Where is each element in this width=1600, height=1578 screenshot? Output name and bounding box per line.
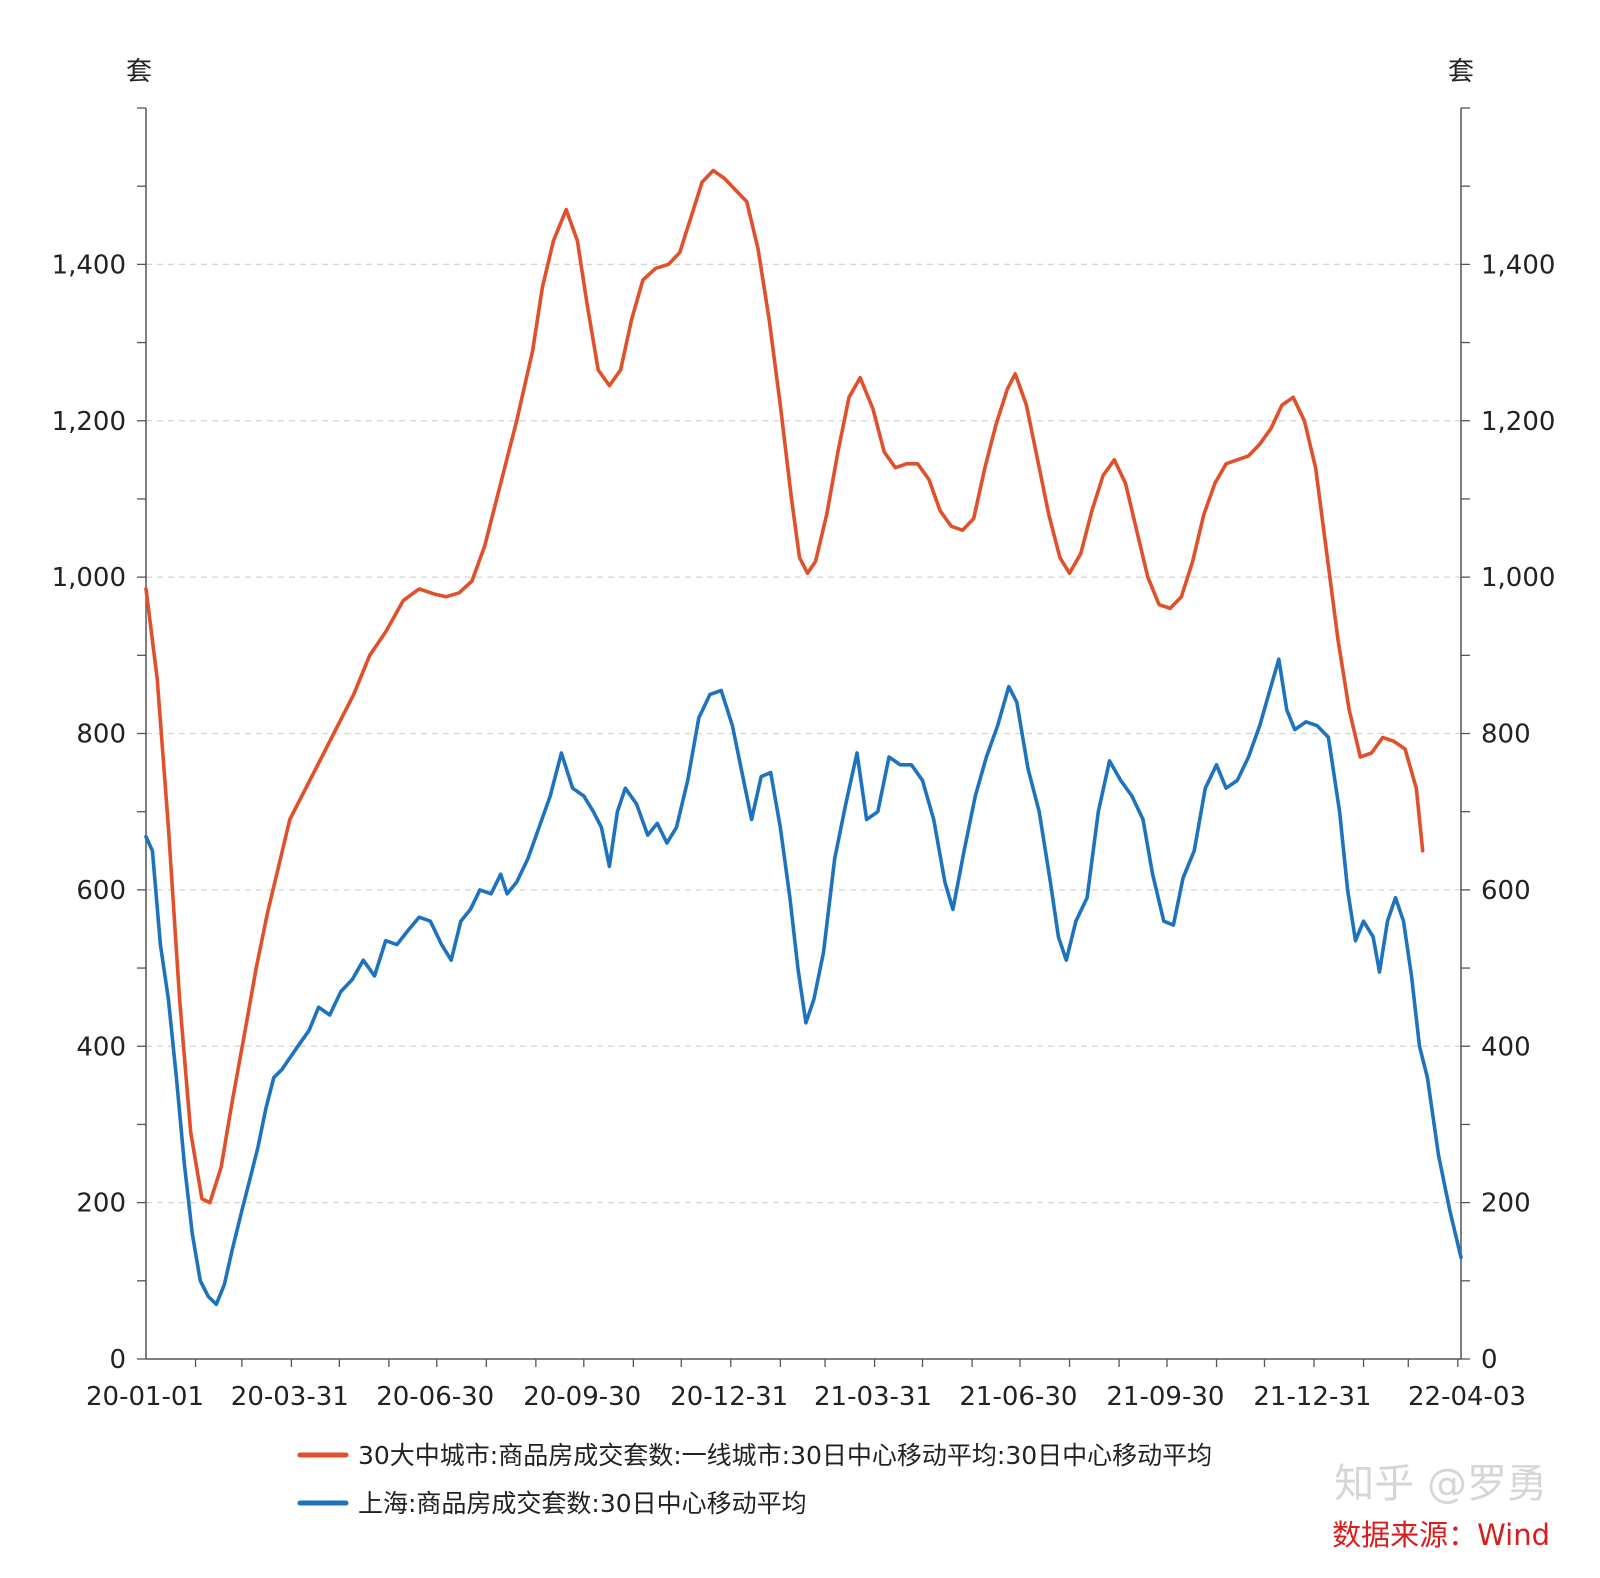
x-axis-tick-label: 21-03-31	[814, 1382, 932, 1412]
left-axis-tick-label: 400	[76, 1032, 126, 1062]
left-axis-tick-label: 1,400	[52, 250, 126, 280]
series-lines	[144, 168, 1463, 1307]
left-axis-tick-label: 1,200	[52, 407, 126, 437]
left-axis-tick-label: 600	[76, 876, 126, 906]
right-axis-tick-label: 800	[1481, 720, 1531, 750]
x-axis-tick-label: 21-06-30	[959, 1382, 1077, 1412]
source-note: 数据来源：Wind	[1332, 1518, 1550, 1552]
right-axis-tick-label: 200	[1481, 1189, 1531, 1219]
x-axis-tick-label: 22-04-03	[1408, 1382, 1526, 1412]
series-line-1	[144, 168, 1425, 1205]
watermark: 知乎 @罗勇	[1334, 1461, 1547, 1507]
left-axis-tick-label: 1,000	[52, 563, 126, 593]
legend: 30大中城市:商品房成交套数:一线城市:30日中心移动平均:30日中心移动平均上…	[297, 1441, 1212, 1518]
left-axis-tick-label: 800	[76, 720, 126, 750]
right-axis-tick-label: 400	[1481, 1032, 1531, 1062]
right-axis-unit: 套	[1448, 57, 1474, 87]
x-axis-tick-label: 20-12-31	[670, 1382, 788, 1412]
x-axis-tick-label: 20-09-30	[523, 1382, 641, 1412]
right-axis-tick-label: 1,200	[1481, 407, 1555, 437]
legend-label: 上海:商品房成交套数:30日中心移动平均	[358, 1489, 807, 1518]
right-axis-tick-label: 1,000	[1481, 563, 1555, 593]
left-axis-tick-label: 0	[109, 1345, 126, 1375]
gridlines	[146, 263, 1461, 1204]
x-axis-tick-label: 21-09-30	[1106, 1382, 1224, 1412]
right-axis-tick-label: 0	[1481, 1345, 1498, 1375]
right-axis-tick-label: 600	[1481, 876, 1531, 906]
left-axis-tick-label: 200	[76, 1189, 126, 1219]
x-axis-tick-label: 21-12-31	[1253, 1382, 1371, 1412]
x-axis-tick-label: 20-06-30	[376, 1382, 494, 1412]
series-line-2	[144, 657, 1463, 1307]
axes: 0 200 400 600 800 1,000 1,200 1,400 0 200 400 600 80…	[52, 107, 1555, 1412]
x-axis-tick-label: 20-01-01	[86, 1382, 204, 1412]
right-axis-tick-label: 1,400	[1481, 250, 1555, 280]
left-axis-unit: 套	[126, 57, 152, 87]
legend-label: 30大中城市:商品房成交套数:一线城市:30日中心移动平均:30日中心移动平均	[358, 1441, 1212, 1470]
x-axis-tick-label: 20-03-31	[231, 1382, 349, 1412]
